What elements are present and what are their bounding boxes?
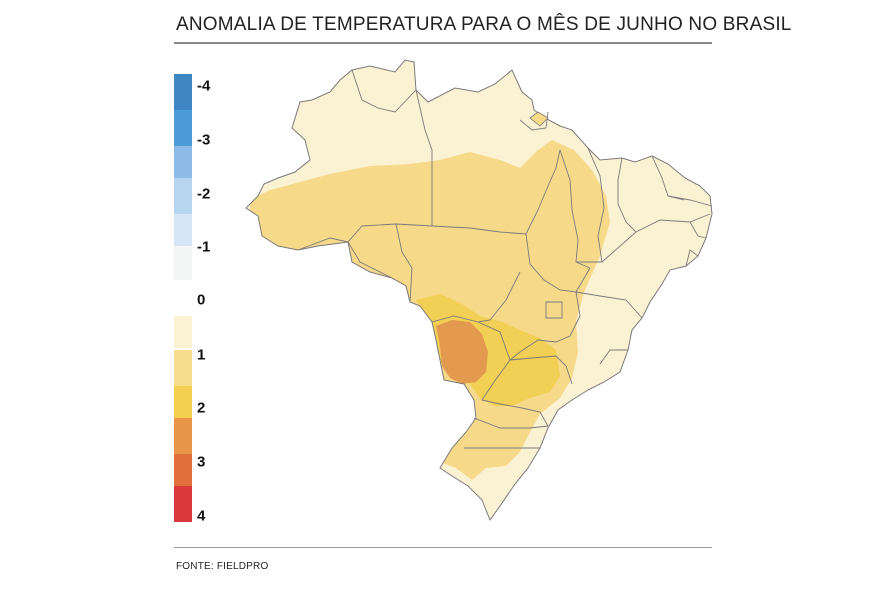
legend-swatch-neg2-low [174, 178, 192, 214]
border-ba-se [685, 249, 699, 267]
border-ce-rn [651, 155, 685, 201]
legend-tick-neg3: -3 [197, 131, 211, 149]
legend-tick-neg1: -1 [197, 238, 211, 256]
border-to-go [525, 233, 591, 293]
border-ma-pi [587, 147, 605, 263]
legend-tick-4: 4 [197, 507, 206, 525]
legend-swatch-3 [174, 454, 192, 486]
border-mg-es-rj [599, 349, 628, 365]
border-pe-al [689, 221, 707, 239]
border-mg-ba [575, 291, 643, 319]
border-df [545, 301, 563, 319]
border-pa-to [525, 149, 561, 235]
legend-swatch-2-3 [174, 418, 192, 454]
legend-swatch-2 [174, 386, 192, 418]
legend-swatch-neg2-high [174, 146, 192, 178]
legend-tick-2: 2 [197, 399, 206, 417]
legend-swatch-4 [174, 486, 192, 522]
border-go-mg [509, 291, 581, 361]
border-pr-sc [473, 417, 549, 429]
legend-tick-neg4: -4 [197, 77, 211, 95]
border-rr [351, 69, 417, 113]
legend-tick-1: 1 [197, 346, 206, 364]
border-mt-go [477, 271, 521, 323]
border-ap [519, 111, 549, 131]
legend-swatch-neg4 [174, 74, 192, 110]
legend-swatch-neg3 [174, 110, 192, 146]
border-sp-pr [481, 399, 549, 427]
map-title: ANOMALIA DE TEMPERATURA PARA O MÊS DE JU… [176, 14, 792, 35]
state-borders [297, 69, 713, 449]
legend-tick-neg2: -2 [197, 185, 211, 203]
source-note: FONTE: FIELDPRO [176, 561, 269, 572]
border-am-pa [415, 89, 433, 226]
legend-swatch-1-2 [174, 350, 192, 386]
marajo-island [529, 111, 549, 127]
border-ma [559, 149, 591, 269]
title-underline [174, 42, 712, 44]
footer-rule [174, 547, 712, 548]
border-pb-pe [667, 195, 713, 207]
border-am-south [297, 223, 433, 251]
border-mg-sp [509, 355, 573, 385]
legend-tick-3: 3 [197, 453, 206, 471]
border-ba-north [576, 231, 637, 263]
anomaly-zone-3-4 [436, 320, 488, 384]
border-ac-ro [347, 241, 393, 279]
legend-swatch-neg1 [174, 214, 192, 246]
legend-swatch-0-1 [174, 316, 192, 348]
border-ne-small [635, 213, 711, 233]
legend-tick-0: 0 [197, 291, 206, 309]
border-pa-mt [431, 225, 527, 235]
border-mt-ms [431, 315, 479, 323]
border-pi-ce [617, 157, 637, 233]
border-ro-mt [395, 223, 413, 303]
brazil-map [245, 59, 713, 521]
legend-swatch-zero [174, 246, 192, 280]
